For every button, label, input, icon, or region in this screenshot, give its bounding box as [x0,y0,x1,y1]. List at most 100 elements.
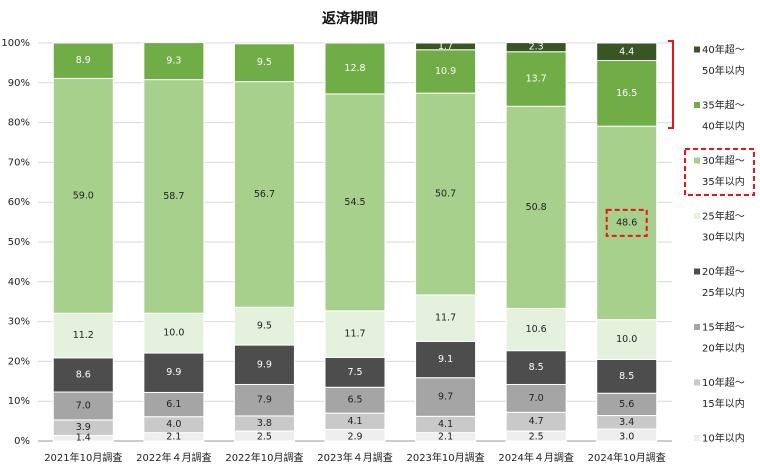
bar-segment [596,358,658,394]
bar-segment [415,92,477,296]
data-label: 8.5 [619,371,634,382]
data-label: 59.0 [73,190,94,201]
data-label: 10.0 [163,328,184,339]
data-label: 3.8 [257,418,272,429]
data-label: 9.3 [166,56,181,67]
bar-segment [415,49,477,94]
legend-swatch [694,379,700,386]
data-label: 3.4 [619,417,634,428]
bar-segment [52,391,114,421]
data-label: 2.9 [347,432,362,443]
data-label: 2.5 [257,432,272,443]
legend-label: 15年以内 [702,397,745,410]
data-label: 56.7 [254,189,275,200]
bar-segment [324,42,386,95]
data-label: 5.6 [619,399,634,410]
y-tick-label: 70% [8,157,30,168]
bar-segment [415,42,477,51]
data-label: 12.8 [344,63,365,74]
data-label: 9.5 [257,57,272,68]
data-label: 9.9 [257,359,272,370]
bar-segment [233,81,295,308]
data-label: 4.1 [438,419,453,430]
legend-label: 35年超～ [702,99,745,112]
data-label: 13.7 [526,74,547,85]
legend-swatch [694,435,700,441]
bar-segment [233,383,295,417]
data-label: 3.9 [76,422,91,433]
y-tick-label: 90% [8,78,30,89]
bar-segment [415,377,477,417]
bar-segment [596,60,658,127]
bar-segment [143,391,205,418]
data-label: 7.0 [76,400,91,411]
legend-label: 25年超～ [702,210,745,223]
bar-segment [505,51,567,107]
legend-label: 35年以内 [702,175,745,188]
x-tick-label: 2023年４月調査 [317,451,392,464]
bar-segment [52,42,114,79]
y-tick-label: 100% [1,38,30,49]
data-label: 9.9 [166,367,181,378]
x-tick-label: 2022年４月調査 [136,451,211,464]
highlight-dashed-box [605,208,648,237]
bar-segment [233,43,295,83]
data-label: 8.5 [529,362,544,373]
bar-segment [233,344,295,385]
bar-segment [415,341,477,379]
data-label: 8.6 [76,369,91,380]
bar-segment [233,306,295,346]
legend-label: 30年以内 [702,231,745,244]
x-tick-label: 2024年10月調査 [588,451,666,464]
x-tick-label: 2021年10月調査 [44,451,122,464]
legend-swatch [694,157,700,164]
bar-segment [596,42,658,62]
data-label: 10.0 [616,334,637,345]
legend-label: 40年以内 [702,120,745,133]
chart-title: 返済期間 [322,11,378,27]
data-label: 54.5 [344,197,365,208]
data-label: 16.5 [616,88,637,99]
legend-swatch [694,102,700,108]
y-tick-label: 10% [8,396,30,407]
bar-segment [324,93,386,312]
data-label: 2.1 [438,432,453,443]
data-label: 9.5 [257,321,272,332]
bar-segment [324,386,386,414]
legend-label: 15年超～ [702,321,745,334]
data-label: 7.9 [257,395,272,406]
bar-segment [52,357,114,393]
data-label: 9.7 [438,392,453,403]
data-label: 8.9 [76,55,91,66]
data-label: 6.1 [166,399,181,410]
data-label: 3.0 [619,432,634,443]
data-label: 11.2 [73,330,94,341]
data-label: 11.7 [435,313,456,324]
data-label: 4.4 [619,46,634,57]
data-label: 10.9 [435,66,456,77]
bar-segment [505,105,567,309]
bar-segment [505,42,567,53]
x-tick-label: 2023年10月調査 [406,451,484,464]
data-label: 58.7 [163,191,184,202]
legend-bracket [668,40,674,129]
bar-segment [143,42,205,81]
bar-segment [505,350,567,385]
legend-label: 20年以内 [702,342,745,355]
data-label: 4.7 [529,416,544,427]
legend-label: 30年超～ [702,154,745,167]
bar-segment [52,77,114,314]
x-tick-label: 2022年10月調査 [225,451,303,464]
data-label: 4.0 [166,419,181,430]
data-label: 2.3 [529,42,544,53]
data-label: 2.5 [529,432,544,443]
bar-segment [143,352,205,393]
data-label: 1.7 [438,41,453,52]
data-label: 50.7 [435,189,456,200]
legend-swatch [694,324,700,330]
y-tick-label: 40% [8,277,30,288]
bar-segment [143,79,205,314]
legend-label: 40年超～ [702,43,745,56]
x-tick-label: 2024年４月調査 [498,451,573,464]
